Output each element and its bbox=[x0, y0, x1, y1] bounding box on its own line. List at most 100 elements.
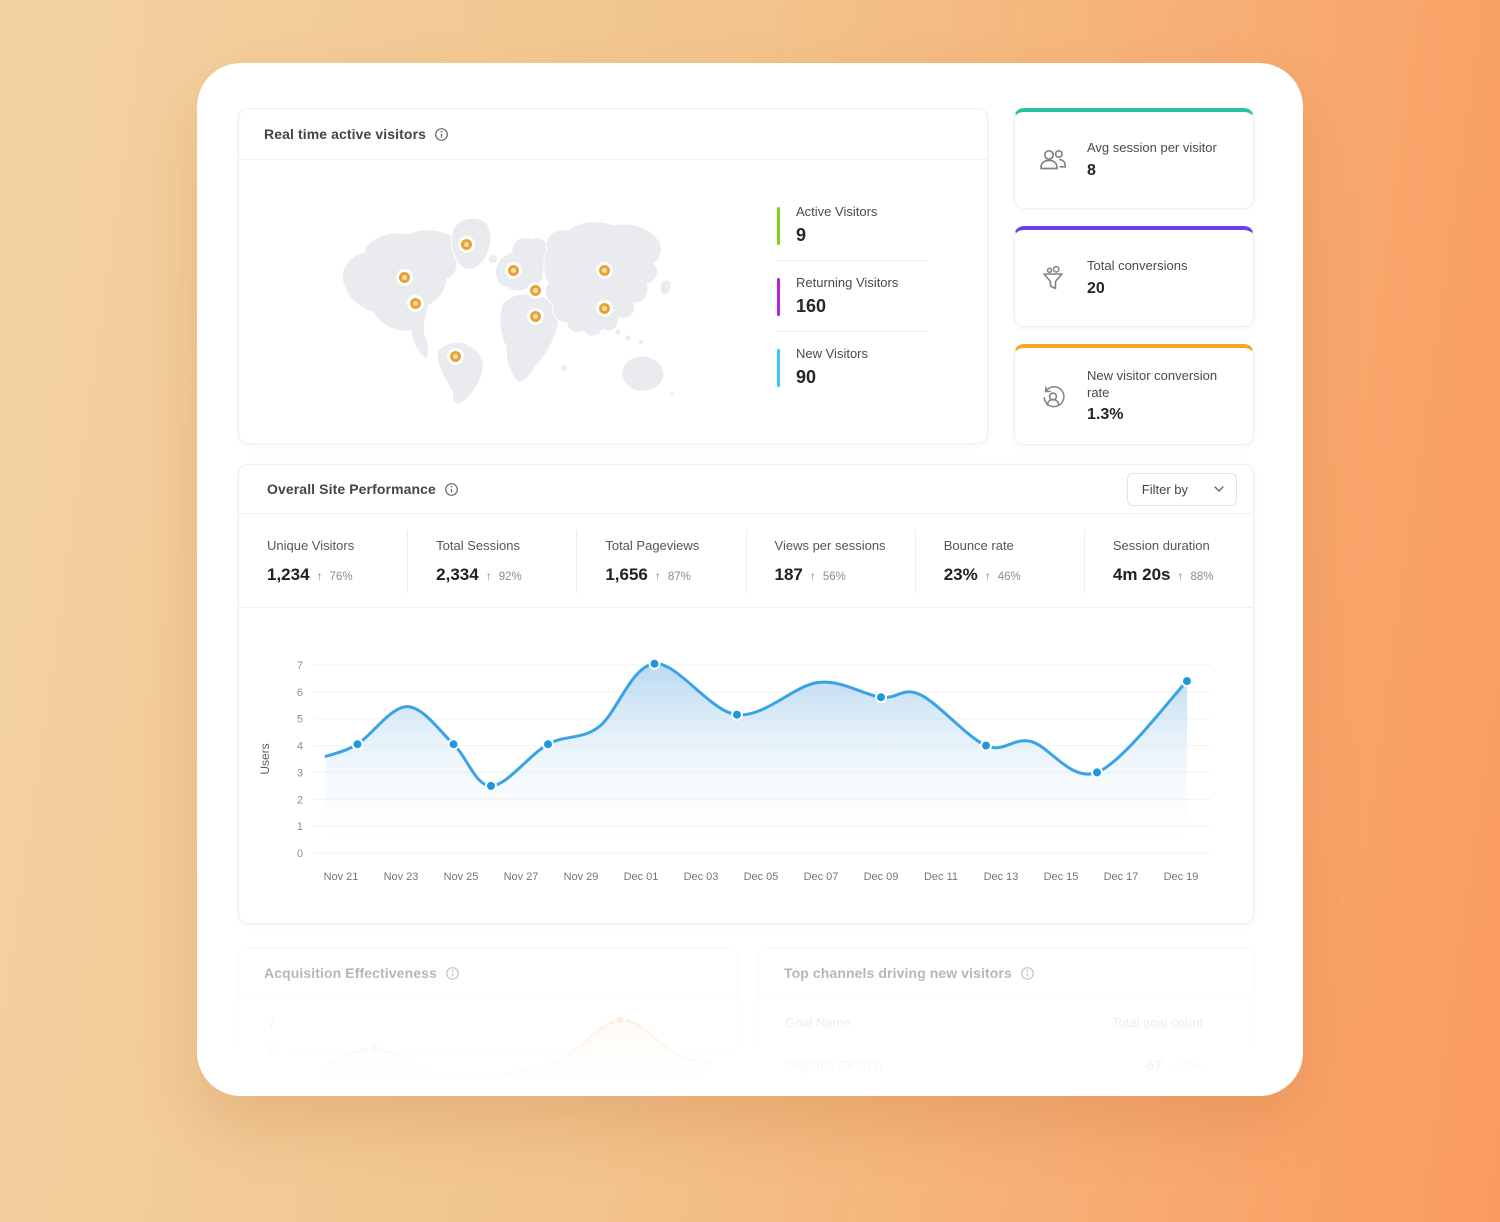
legend-item-new: New Visitors 90 bbox=[777, 346, 927, 388]
info-icon[interactable] bbox=[445, 966, 460, 981]
svg-text:1: 1 bbox=[297, 821, 303, 833]
new-visitors-label: New Visitors bbox=[796, 346, 869, 361]
visitors-legend: Active Visitors 9 Returning Visitors 160 bbox=[777, 204, 927, 388]
island-sumatra bbox=[614, 328, 622, 336]
svg-text:6: 6 bbox=[297, 687, 303, 699]
svg-text:Users: Users bbox=[258, 743, 272, 774]
active-visitors-bar bbox=[777, 207, 780, 245]
realtime-visitors-card: Real time active visitors bbox=[238, 108, 988, 444]
stat-delta: 92% bbox=[498, 571, 522, 583]
svg-text:3: 3 bbox=[297, 767, 303, 779]
realtime-card-header: Real time active visitors bbox=[239, 109, 987, 160]
svg-text:Nov 23: Nov 23 bbox=[384, 871, 419, 883]
island-papua bbox=[637, 338, 645, 346]
dashboard-container: Real time active visitors bbox=[197, 63, 1303, 1096]
visitor-marker-canada[interactable] bbox=[399, 271, 411, 283]
svg-text:7: 7 bbox=[268, 1017, 275, 1031]
visitor-marker-greenland[interactable] bbox=[460, 238, 472, 250]
svg-text:Dec 03: Dec 03 bbox=[684, 871, 719, 883]
stat-label: Views per sessions bbox=[774, 538, 886, 553]
continent-europe bbox=[495, 236, 551, 292]
stat-value: 2,334 bbox=[436, 565, 479, 584]
returning-visitors-value: 160 bbox=[796, 296, 827, 316]
visitor-marker-usa[interactable] bbox=[409, 298, 421, 310]
users-area-chart: 0 1 2 3 4 5 6 7 Users Nov 21 Nov 23 Nov 25 Nov 27 Nov… bbox=[239, 608, 1253, 923]
channel-name: Organic Search bbox=[785, 1057, 883, 1073]
filter-by-label: Filter by bbox=[1141, 481, 1188, 497]
visitor-marker-russia[interactable] bbox=[599, 264, 611, 276]
acquisition-card-title: Acquisition Effectiveness bbox=[264, 965, 437, 981]
stat-total-sessions: Total Sessions 2,334 ↑ 92% bbox=[408, 530, 578, 593]
svg-text:Dec 11: Dec 11 bbox=[924, 871, 958, 883]
realtime-card-title: Real time active visitors bbox=[264, 126, 427, 142]
top-row: Real time active visitors bbox=[238, 108, 1254, 445]
stat-delta: 87% bbox=[667, 571, 691, 583]
kpi-card-avg-session: Avg session per visitor 8 bbox=[1014, 108, 1254, 209]
svg-text:7: 7 bbox=[297, 660, 303, 672]
svg-text:0: 0 bbox=[297, 848, 303, 860]
kpi-value: 1.3% bbox=[1087, 405, 1124, 423]
channels-card-title: Top channels driving new visitors bbox=[784, 965, 1012, 981]
channels-card-header: Top channels driving new visitors bbox=[759, 948, 1253, 999]
svg-text:Dec 17: Dec 17 bbox=[1104, 871, 1139, 883]
svg-text:Nov 21: Nov 21 bbox=[324, 871, 359, 883]
stat-unique-visitors: Unique Visitors 1,234 ↑ 76% bbox=[239, 530, 409, 593]
svg-text:Dec 15: Dec 15 bbox=[1044, 871, 1079, 883]
info-icon[interactable] bbox=[444, 482, 459, 497]
svg-text:6: 6 bbox=[268, 1043, 275, 1057]
table-row: Organic Search 67 ↑ 89% bbox=[759, 1030, 1253, 1073]
up-arrow-icon: ↑ bbox=[654, 569, 661, 583]
goal-name-column-header: Goal Name bbox=[785, 1015, 851, 1030]
kpi-label: Total conversions bbox=[1087, 258, 1188, 274]
kpi-value: 8 bbox=[1087, 161, 1096, 179]
svg-text:Dec 01: Dec 01 bbox=[624, 871, 659, 883]
continent-africa bbox=[499, 293, 560, 383]
stat-delta: 76% bbox=[329, 571, 353, 583]
visitor-marker-scandinavia[interactable] bbox=[508, 264, 520, 276]
continent-north-america bbox=[341, 229, 462, 360]
stat-session-duration: Session duration 4m 20s ↑ 88% bbox=[1085, 530, 1253, 593]
new-visitors-bar bbox=[777, 349, 780, 387]
visitor-marker-east-europe[interactable] bbox=[530, 285, 542, 297]
people-icon bbox=[1040, 149, 1066, 170]
kpi-card-total-conversions: Total conversions 20 bbox=[1014, 226, 1254, 327]
stat-value: 187 bbox=[774, 565, 803, 584]
svg-text:Dec 13: Dec 13 bbox=[984, 871, 1019, 883]
kpi-value: 20 bbox=[1087, 279, 1105, 297]
up-arrow-icon: ↑ bbox=[984, 569, 991, 583]
site-performance-card: Overall Site Performance Filter by Uniqu… bbox=[238, 464, 1254, 924]
legend-divider bbox=[777, 260, 927, 261]
filter-by-dropdown[interactable]: Filter by bbox=[1126, 472, 1237, 506]
stat-value: 4m 20s bbox=[1112, 565, 1171, 584]
stat-delta: 56% bbox=[822, 571, 846, 583]
visitor-marker-china[interactable] bbox=[598, 302, 610, 314]
svg-text:Dec 09: Dec 09 bbox=[864, 871, 899, 883]
returning-visitors-bar bbox=[777, 278, 780, 316]
svg-text:Dec 19: Dec 19 bbox=[1164, 871, 1199, 883]
active-visitors-label: Active Visitors bbox=[796, 204, 878, 219]
up-arrow-icon: ↑ bbox=[485, 569, 492, 583]
channel-value: 67 bbox=[1146, 1057, 1162, 1073]
info-icon[interactable] bbox=[434, 127, 449, 142]
up-arrow-icon: ↑ bbox=[1167, 1059, 1174, 1073]
island-borneo bbox=[624, 334, 632, 342]
returning-visitors-label: Returning Visitors bbox=[796, 275, 899, 290]
svg-text:Nov 27: Nov 27 bbox=[504, 871, 539, 883]
island-nz bbox=[669, 391, 675, 397]
kpi-label: New visitor conversion rate bbox=[1087, 368, 1218, 400]
performance-card-title: Overall Site Performance bbox=[267, 481, 436, 497]
legend-divider bbox=[777, 331, 927, 332]
channel-delta: 89% bbox=[1179, 1061, 1203, 1073]
visitor-marker-middle-east[interactable] bbox=[530, 311, 542, 323]
info-icon[interactable] bbox=[1020, 966, 1035, 981]
visitor-marker-brazil[interactable] bbox=[450, 350, 462, 362]
funnel-icon bbox=[1043, 265, 1063, 290]
stat-delta: 88% bbox=[1190, 571, 1214, 583]
performance-card-header: Overall Site Performance Filter by bbox=[239, 465, 1253, 514]
person-refresh-icon bbox=[1043, 386, 1065, 408]
svg-text:Dec 07: Dec 07 bbox=[804, 871, 839, 883]
stat-total-pageviews: Total Pageviews 1,656 ↑ 87% bbox=[577, 530, 747, 593]
